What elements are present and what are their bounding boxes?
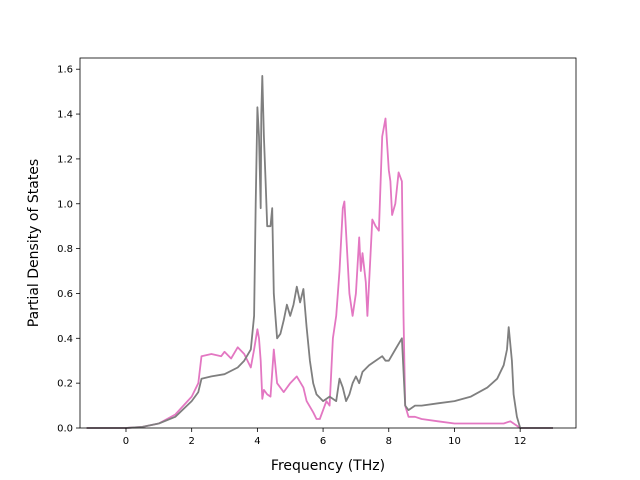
x-tick-label: 10 bbox=[448, 436, 461, 447]
x-tick-label: 0 bbox=[123, 436, 129, 447]
y-tick-label: 0.2 bbox=[57, 379, 73, 390]
x-tick-label: 4 bbox=[254, 436, 260, 447]
y-axis-label: Partial Density of States bbox=[26, 159, 42, 327]
x-tick-label: 6 bbox=[320, 436, 326, 447]
x-tick-label: 12 bbox=[514, 436, 527, 447]
y-axis-ticks: 0.0 0.2 0.4 0.6 0.8 1.0 1.2 1.4 1.6 bbox=[57, 65, 80, 435]
y-tick-label: 1.0 bbox=[57, 199, 73, 210]
series-lines bbox=[86, 75, 553, 429]
x-axis-label: Frequency (THz) bbox=[271, 458, 385, 474]
y-tick-label: 0.0 bbox=[57, 424, 73, 435]
series-line-2 bbox=[86, 75, 553, 429]
y-tick-label: 0.8 bbox=[57, 244, 73, 255]
x-axis-ticks: 0 2 4 6 8 10 12 bbox=[123, 428, 527, 447]
x-tick-label: 8 bbox=[386, 436, 392, 447]
x-tick-label: 2 bbox=[188, 436, 194, 447]
y-tick-label: 0.4 bbox=[57, 334, 73, 345]
y-tick-label: 0.6 bbox=[57, 289, 73, 300]
y-tick-label: 1.6 bbox=[57, 65, 73, 76]
plot-frame bbox=[79, 57, 577, 429]
y-tick-label: 1.2 bbox=[57, 154, 73, 165]
y-tick-label: 1.4 bbox=[57, 110, 73, 121]
